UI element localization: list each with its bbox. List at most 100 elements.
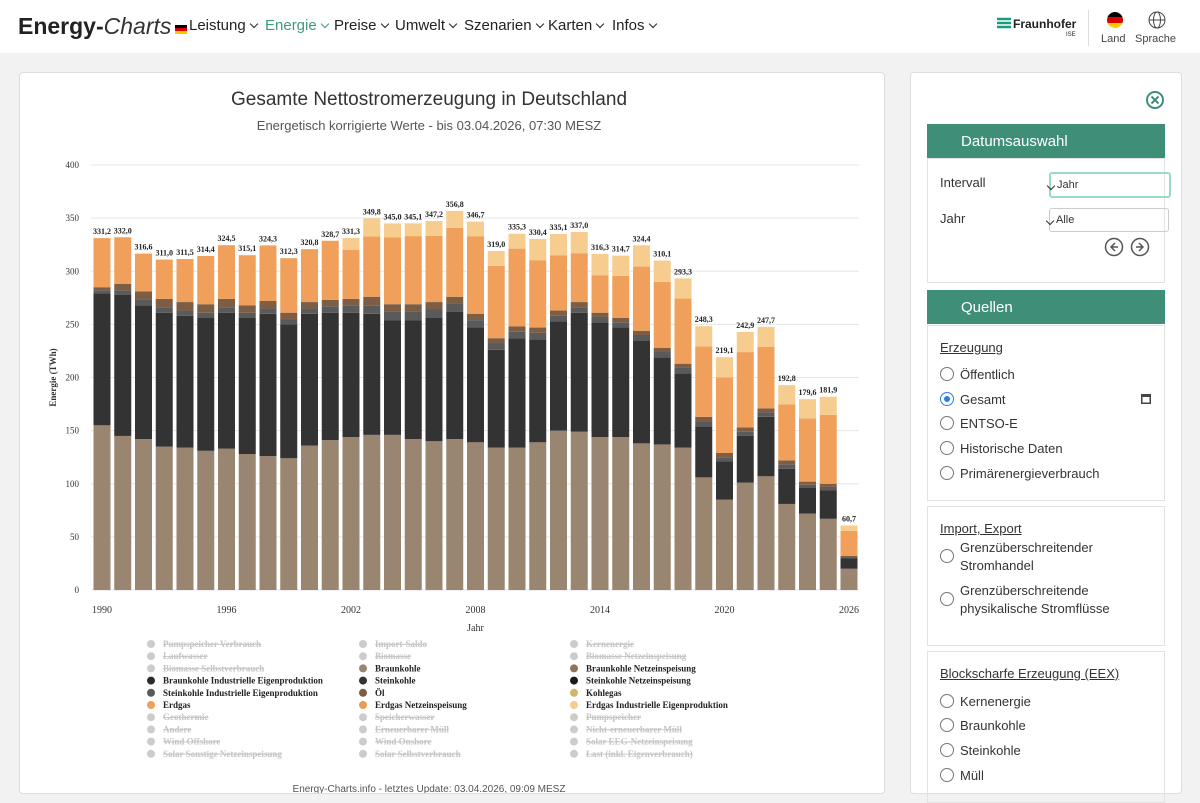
y-tick-label: 300 — [66, 266, 80, 276]
arrow-button[interactable] — [1104, 237, 1124, 257]
legend-marker — [570, 713, 578, 722]
total-label: 316,6 — [135, 243, 153, 252]
select[interactable]: Jahr — [1046, 172, 1171, 198]
land-icon[interactable] — [1106, 11, 1124, 29]
option-label[interactable]: Grenzüberschreitende physikalische Strom… — [960, 583, 1110, 616]
bar-segment — [633, 335, 650, 341]
bar-segment — [363, 296, 381, 306]
bar-segment — [508, 233, 526, 249]
bar-segment — [612, 255, 630, 276]
bar-segment — [238, 312, 256, 318]
y-tick-label: 250 — [66, 319, 80, 329]
option-label[interactable]: Steinkohle — [960, 743, 1021, 758]
bar-segment — [653, 357, 671, 445]
bar-segment — [155, 298, 173, 308]
bar-segment — [799, 481, 816, 485]
bar-segment — [218, 448, 235, 590]
nav-label: Umwelt — [395, 17, 446, 34]
radio-button[interactable] — [940, 416, 954, 430]
bar-segment — [238, 454, 256, 590]
radio-button[interactable] — [940, 466, 954, 480]
bar-segment — [280, 458, 298, 590]
radio-button[interactable] — [940, 367, 954, 381]
radio-button[interactable] — [940, 549, 954, 563]
option-label[interactable]: Primärenergieverbrauch — [960, 466, 1100, 481]
bar-segment — [467, 442, 484, 590]
total-label: 319,0 — [487, 240, 505, 249]
source-group: Import, Export Grenzüberschreitender Stro… — [927, 506, 1165, 646]
brand[interactable]: Energy-Charts — [18, 13, 188, 40]
option-label[interactable]: Gesamt — [960, 392, 1006, 407]
bar-segment — [176, 302, 194, 311]
legend-marker — [359, 640, 367, 648]
bar-segment — [425, 318, 443, 442]
land-label[interactable]: Land — [1101, 33, 1126, 45]
option-label[interactable]: Braunkohle — [960, 718, 1026, 733]
legend-marker — [147, 676, 155, 685]
total-label: 328,7 — [321, 230, 339, 239]
bar-segment — [155, 307, 173, 313]
arrow-button[interactable] — [1130, 237, 1150, 257]
nav-item[interactable]: Infos — [612, 17, 657, 34]
bar-segment — [778, 404, 796, 461]
option-label[interactable]: Grenzüberschreitender Stromhandel — [960, 540, 1093, 573]
legend-label: Import-Saldo — [375, 639, 428, 649]
option-label[interactable]: Historische Daten — [960, 441, 1063, 456]
section-header[interactable]: Quellen — [927, 290, 1165, 324]
bar-segment — [529, 332, 547, 340]
bar-segment — [363, 305, 381, 314]
bar-segment — [840, 530, 858, 556]
radio-button[interactable] — [940, 392, 954, 406]
select[interactable]: Alle — [1045, 208, 1169, 232]
total-label: 349,8 — [363, 207, 381, 216]
bar-segment — [425, 302, 443, 310]
language-icon[interactable] — [1148, 11, 1166, 29]
bar-segment — [570, 307, 588, 313]
x-tick-label: 1996 — [217, 605, 237, 616]
bar-segment — [93, 293, 111, 426]
y-tick-label: 50 — [70, 532, 80, 542]
radio-button[interactable] — [940, 441, 954, 455]
total-label: 332,0 — [114, 226, 132, 235]
y-tick-label: 200 — [66, 373, 80, 383]
option-label[interactable]: ENTSO-E — [960, 416, 1018, 431]
legend-marker — [147, 652, 155, 661]
radio-button[interactable] — [940, 694, 954, 708]
section-header[interactable]: Datumsauswahl — [927, 124, 1165, 158]
nav-item[interactable]: Szenarien — [464, 17, 544, 34]
section-title: Datumsauswahl — [961, 133, 1068, 150]
radio-button[interactable] — [940, 592, 954, 606]
nav-item[interactable]: Karten — [548, 17, 605, 34]
nav-item[interactable]: Energie — [265, 17, 329, 34]
option-label[interactable]: Müll — [960, 768, 984, 783]
close-button[interactable] — [1145, 90, 1165, 110]
language-label[interactable]: Sprache — [1135, 33, 1176, 45]
total-label: 310,1 — [653, 250, 671, 259]
radio-button[interactable] — [940, 718, 954, 732]
option-label[interactable]: Öffentlich — [960, 367, 1015, 382]
bar-segment — [591, 316, 609, 323]
calendar-icon[interactable] — [1140, 392, 1152, 405]
group-title[interactable]: Erzeugung — [940, 340, 1003, 355]
option-label[interactable]: Kernenergie — [960, 694, 1031, 709]
chevron — [1045, 216, 1055, 226]
org-name[interactable]: Fraunhofer — [1013, 17, 1077, 31]
group-title[interactable]: Import, Export — [940, 521, 1022, 536]
group-title[interactable]: Blockscharfe Erzeugung (EEX) — [940, 666, 1120, 681]
bar-segment — [736, 431, 754, 436]
nav-item[interactable]: Leistung — [189, 17, 258, 34]
bar-segment — [633, 340, 650, 444]
nav-item[interactable]: Preise — [334, 17, 389, 34]
org-logo — [997, 17, 1011, 29]
bar-segment — [155, 259, 173, 299]
bar-segment — [404, 304, 422, 312]
bar-segment — [467, 327, 484, 443]
nav-item[interactable]: Umwelt — [395, 17, 458, 34]
radio-button[interactable] — [940, 768, 954, 782]
bar-segment — [736, 331, 754, 353]
legend-label: Pumpspeicher — [586, 712, 641, 722]
bar-segment — [716, 457, 733, 462]
legend-label: Braunkohle Industrielle Eigenproduktion — [163, 676, 323, 686]
radio-button[interactable] — [940, 743, 954, 757]
